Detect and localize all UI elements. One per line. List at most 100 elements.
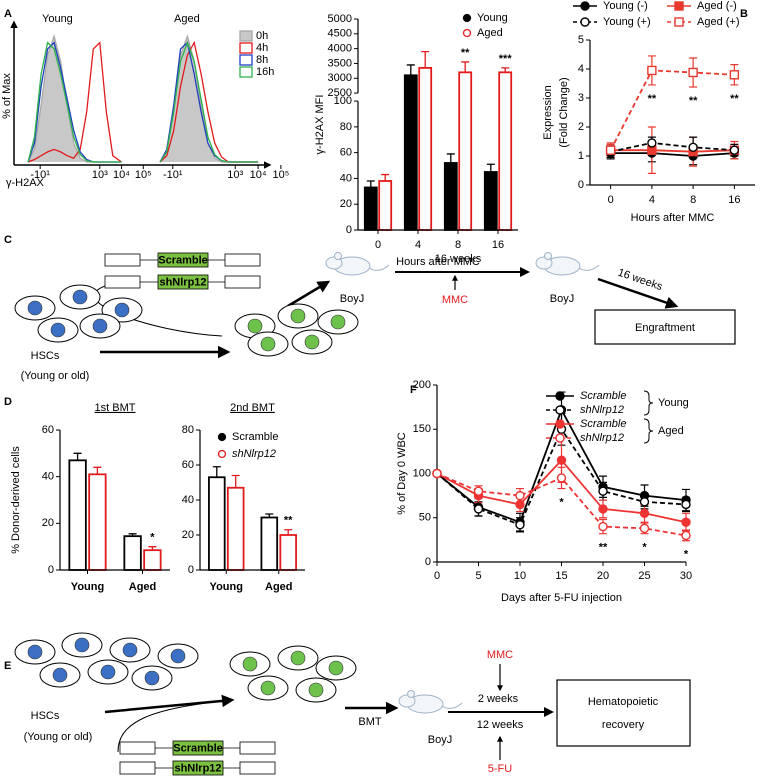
recipient: BoyJ [428,734,452,746]
legend-label: Scramble [232,431,278,443]
vector-box [224,275,261,289]
nucleus [308,682,324,698]
nucleus [304,334,320,350]
x-tick-label: 16 [492,239,504,251]
y-tick-label: 2500 [328,87,352,99]
source-note: (Young or old) [21,370,90,382]
bar [363,186,378,231]
y-tick-label: 4000 [328,43,352,55]
marker [598,504,608,514]
legend-brace [643,418,654,444]
arrow [287,280,331,308]
y-tick-label: 40 [182,494,194,506]
x-tick-label: 20 [597,570,609,582]
legend-marker [555,419,565,429]
legend-brace [643,390,654,416]
readout: Hematopoietic [588,696,659,708]
error-bar [486,163,495,172]
x-tick-label: Aged [265,581,293,593]
x-tick-label: 10⁵ [272,169,289,181]
x-tick-label: 4 [415,239,421,251]
interval: 16 weeks [435,253,482,265]
y-axis-label: γ-H2AX MFI [314,95,326,155]
insert-label: shNlrp12 [159,276,206,288]
y-tick-label: 50 [419,512,431,524]
legend-label: Scramble [580,390,626,402]
panel-label: F [410,384,417,396]
error-bar [212,466,221,478]
y-axis-label: % Donor-derived cells [10,446,22,554]
y-axis-label: Expression [542,85,554,139]
x-tick-label: -10¹ [163,169,183,181]
nucleus [242,656,258,672]
bar [483,171,498,231]
x-axis-label: Hours after MMC [631,212,715,224]
legend-swatch [239,42,253,54]
nucleus [330,314,346,330]
y-tick-label: 60 [42,424,54,436]
y-tick-label: 0 [188,564,194,576]
legend-swatch [239,30,253,42]
bar [378,180,393,231]
significance: ** [461,47,470,59]
y-tick-label: 4 [578,63,584,75]
vector-box [239,761,276,775]
x-tick-label: -10¹ [30,169,50,181]
significance: ** [689,95,698,107]
marker [473,504,484,514]
x-tick-label: 5 [475,570,481,582]
nucleus [247,318,263,334]
marker [639,497,650,507]
x-tick-label: 0 [608,194,614,206]
arrow [104,694,235,714]
marker [681,530,691,541]
mouse-ear [544,252,552,260]
arrow [597,277,679,309]
histogram-curve [27,41,122,163]
mouse-tail [578,264,600,271]
bar [123,535,142,571]
legend-marker [580,17,590,27]
y-tick-label: 40 [340,172,352,184]
nucleus [144,670,160,686]
interval: 16 weeks [616,267,664,294]
vector-box [224,253,261,267]
y-tick-label: 0 [578,179,584,191]
source: HSCs [31,350,60,362]
legend-group: Aged [658,425,684,437]
legend-marker [217,432,227,442]
legend-marker [580,1,590,11]
insert-label: Scramble [173,742,223,754]
vector-box [119,761,156,775]
error-bar [421,50,430,68]
nucleus [122,642,138,658]
x-tick-label: 15 [555,570,567,582]
legend-marker [462,13,472,23]
x-tick-label: 8 [455,239,461,251]
nucleus [260,336,276,352]
panel-label: D [4,396,12,408]
interval: 2 weeks [478,693,519,705]
mouse-ear [407,690,415,698]
bar [68,459,87,571]
significance: ** [730,93,739,105]
x-tick-label: 4 [649,194,655,206]
y-tick-label: 20 [42,517,54,529]
marker [515,499,525,510]
marker [598,521,608,532]
series-line [610,149,735,153]
bar [403,74,418,231]
y-tick-label: 80 [340,121,352,133]
legend-label: Young (-) [603,0,648,12]
bar [260,516,279,571]
x-axis-label: Days after 5-FU injection [501,592,622,604]
y-tick-label: 3000 [328,72,352,84]
insert-label: shNlrp12 [174,762,221,774]
bar [88,473,107,571]
significance: * [642,542,647,554]
bar [458,71,473,231]
marker [647,65,657,76]
legend-marker [462,28,472,38]
series-line [610,141,735,153]
legend-marker [555,405,565,415]
